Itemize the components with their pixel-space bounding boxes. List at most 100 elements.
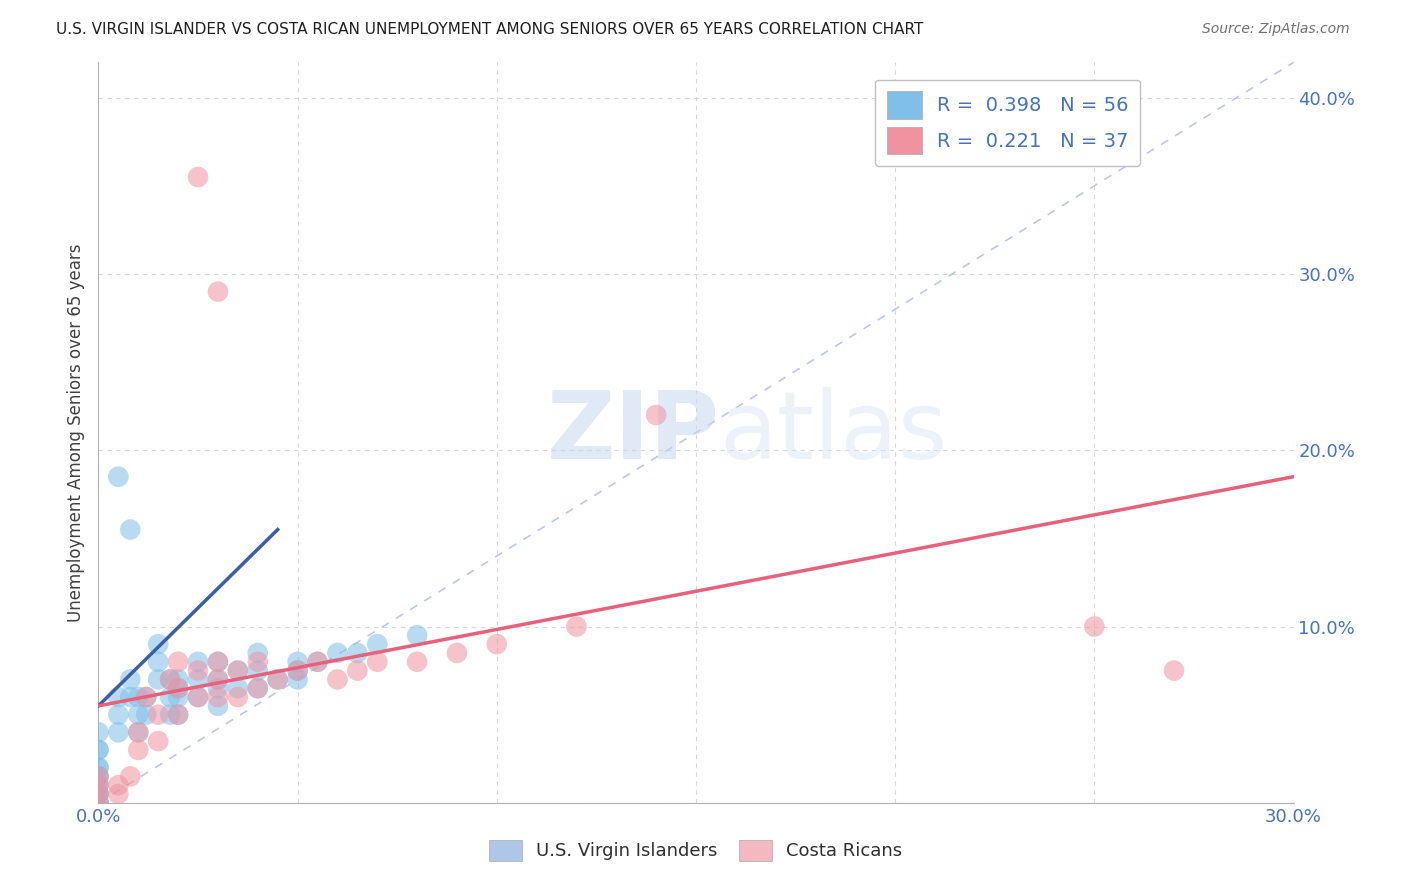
Point — [87, 796, 110, 810]
Point — [226, 664, 249, 678]
Point — [87, 778, 110, 792]
Point — [120, 673, 142, 687]
Point — [87, 769, 110, 783]
Point — [167, 707, 190, 722]
Point — [246, 655, 269, 669]
Point — [326, 673, 349, 687]
Point — [167, 681, 190, 696]
Point — [346, 646, 368, 660]
Point — [159, 673, 181, 687]
Point — [159, 707, 181, 722]
Point — [246, 681, 269, 696]
Point — [226, 690, 249, 704]
Point — [246, 681, 269, 696]
Text: Source: ZipAtlas.com: Source: ZipAtlas.com — [1202, 22, 1350, 37]
Point — [187, 690, 209, 704]
Point — [107, 787, 129, 801]
Point — [267, 673, 290, 687]
Point — [87, 787, 110, 801]
Point — [127, 743, 149, 757]
Point — [120, 523, 142, 537]
Point — [87, 778, 110, 792]
Text: atlas: atlas — [720, 386, 948, 479]
Point — [135, 707, 157, 722]
Point — [187, 655, 209, 669]
Point — [87, 760, 110, 774]
Point — [187, 664, 209, 678]
Point — [107, 707, 129, 722]
Legend: U.S. Virgin Islanders, Costa Ricans: U.S. Virgin Islanders, Costa Ricans — [482, 832, 910, 868]
Point — [1163, 664, 1185, 678]
Point — [87, 796, 110, 810]
Point — [127, 707, 149, 722]
Point — [645, 408, 668, 422]
Point — [87, 743, 110, 757]
Y-axis label: Unemployment Among Seniors over 65 years: Unemployment Among Seniors over 65 years — [66, 244, 84, 622]
Point — [207, 698, 229, 713]
Point — [287, 655, 309, 669]
Point — [148, 673, 170, 687]
Point — [246, 664, 269, 678]
Point — [87, 787, 110, 801]
Point — [207, 690, 229, 704]
Point — [167, 673, 190, 687]
Point — [326, 646, 349, 660]
Point — [287, 664, 309, 678]
Point — [267, 673, 290, 687]
Point — [287, 664, 309, 678]
Point — [565, 619, 588, 633]
Point — [148, 655, 170, 669]
Point — [226, 681, 249, 696]
Point — [127, 725, 149, 739]
Point — [87, 725, 110, 739]
Point — [1083, 619, 1105, 633]
Point — [246, 646, 269, 660]
Point — [307, 655, 329, 669]
Point — [135, 690, 157, 704]
Point — [127, 725, 149, 739]
Point — [207, 655, 229, 669]
Point — [485, 637, 508, 651]
Point — [107, 469, 129, 483]
Point — [87, 796, 110, 810]
Point — [87, 778, 110, 792]
Point — [207, 655, 229, 669]
Point — [87, 796, 110, 810]
Point — [87, 787, 110, 801]
Point — [87, 769, 110, 783]
Point — [207, 681, 229, 696]
Point — [87, 760, 110, 774]
Point — [87, 769, 110, 783]
Point — [127, 690, 149, 704]
Text: ZIP: ZIP — [547, 386, 720, 479]
Point — [107, 690, 129, 704]
Point — [167, 707, 190, 722]
Point — [120, 690, 142, 704]
Point — [346, 664, 368, 678]
Point — [366, 655, 388, 669]
Point — [107, 725, 129, 739]
Point — [187, 690, 209, 704]
Point — [107, 778, 129, 792]
Point — [207, 285, 229, 299]
Point — [307, 655, 329, 669]
Point — [135, 690, 157, 704]
Text: U.S. VIRGIN ISLANDER VS COSTA RICAN UNEMPLOYMENT AMONG SENIORS OVER 65 YEARS COR: U.S. VIRGIN ISLANDER VS COSTA RICAN UNEM… — [56, 22, 924, 37]
Point — [148, 637, 170, 651]
Point — [148, 734, 170, 748]
Point — [406, 655, 429, 669]
Point — [207, 673, 229, 687]
Point — [167, 655, 190, 669]
Point — [167, 681, 190, 696]
Point — [366, 637, 388, 651]
Point — [406, 628, 429, 642]
Point — [187, 169, 209, 184]
Point — [207, 673, 229, 687]
Point — [159, 673, 181, 687]
Point — [167, 690, 190, 704]
Point — [446, 646, 468, 660]
Point — [159, 690, 181, 704]
Point — [148, 707, 170, 722]
Point — [120, 769, 142, 783]
Point — [87, 787, 110, 801]
